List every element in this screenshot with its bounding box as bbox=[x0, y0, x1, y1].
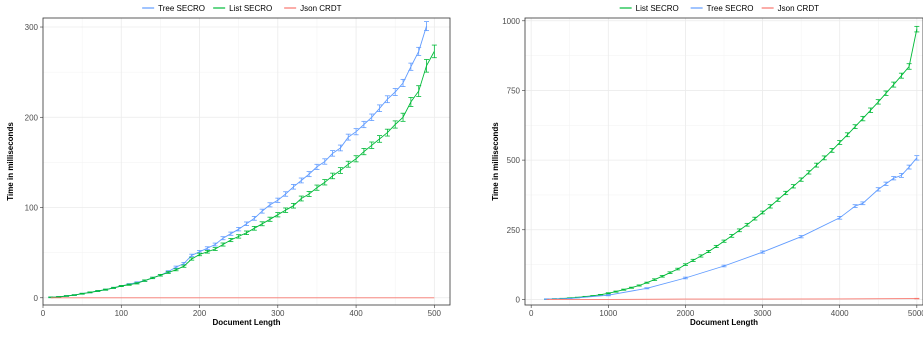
legend-label: Tree SECRO bbox=[158, 4, 205, 13]
legend-label: Json CRDT bbox=[778, 4, 819, 13]
major-gridlines bbox=[525, 18, 923, 305]
x-tick-label: 3000 bbox=[754, 309, 772, 318]
x-tick-label: 1000 bbox=[599, 309, 617, 318]
x-axis-title: Document Length bbox=[213, 318, 281, 327]
plot-border bbox=[42, 17, 451, 306]
x-axis-title: Document Length bbox=[690, 318, 758, 327]
y-tick-label: 300 bbox=[25, 23, 39, 32]
y-tick-label: 0 bbox=[34, 294, 39, 303]
legend: Tree SECRO List SECRO Json CRDT bbox=[142, 4, 342, 13]
y-tick-label: 750 bbox=[507, 86, 521, 95]
y-tick-label: 0 bbox=[516, 295, 521, 304]
series-tree-secro bbox=[544, 155, 920, 300]
x-tick-label: 300 bbox=[271, 309, 285, 318]
x-tick-label: 2000 bbox=[677, 309, 695, 318]
x-tick-label: 0 bbox=[41, 309, 46, 318]
plot-border bbox=[524, 17, 923, 306]
x-tick-label: 4000 bbox=[831, 309, 849, 318]
series-list-secro bbox=[544, 25, 920, 300]
y-tick-label: 250 bbox=[507, 226, 521, 235]
y-axis-title: Time in milliseconds bbox=[6, 122, 15, 201]
series-json-crdt bbox=[546, 297, 920, 300]
legend-label: Tree SECRO bbox=[707, 4, 754, 13]
y-tick-label: 100 bbox=[25, 204, 39, 213]
legend: List SECRO Tree SECRO Json CRDT bbox=[619, 4, 819, 13]
minor-gridlines bbox=[43, 18, 450, 305]
y-axis-title: Time in milliseconds bbox=[491, 122, 500, 201]
x-tick-label: 500 bbox=[428, 309, 442, 318]
legend-label: Json CRDT bbox=[300, 4, 341, 13]
x-tick-label: 0 bbox=[529, 309, 534, 318]
y-tick-label: 500 bbox=[507, 156, 521, 165]
legend-label: List SECRO bbox=[636, 4, 679, 13]
legend-label: List SECRO bbox=[229, 4, 272, 13]
x-tick-label: 100 bbox=[115, 309, 129, 318]
x-tick-label: 200 bbox=[193, 309, 207, 318]
series-list-secro bbox=[48, 44, 437, 299]
y-tick-label: 200 bbox=[25, 113, 39, 122]
x-tick-label: 400 bbox=[349, 309, 363, 318]
series-line bbox=[546, 298, 917, 300]
plot-area bbox=[43, 18, 450, 305]
y-tick-label: 1000 bbox=[502, 17, 520, 26]
